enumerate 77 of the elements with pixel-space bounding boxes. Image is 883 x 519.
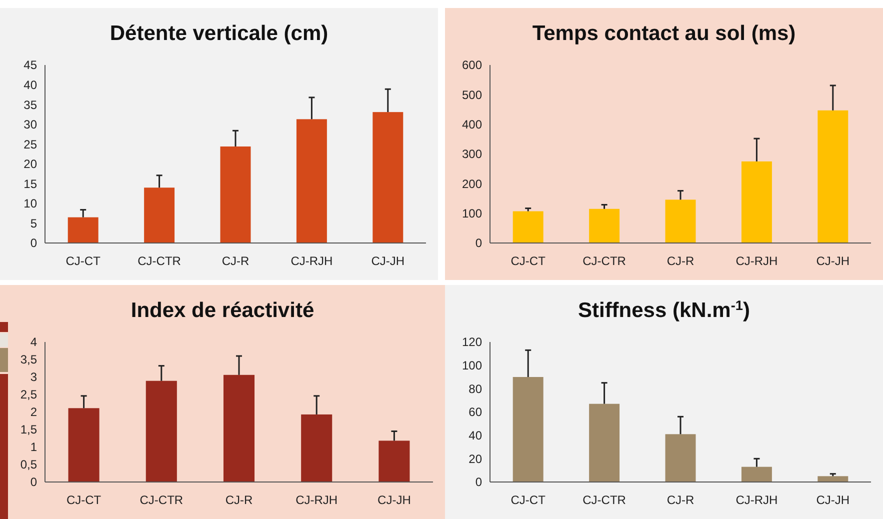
- y-tick-label: 35: [24, 98, 38, 112]
- bar: [301, 414, 332, 482]
- bar: [512, 211, 544, 243]
- y-tick-label: 5: [30, 216, 38, 230]
- y-tick-label: 3: [30, 370, 38, 384]
- x-tick-label: CJ-JH: [816, 254, 850, 268]
- chart-title: Détente verticale (cm): [110, 22, 328, 45]
- y-tick-label: 4: [30, 335, 38, 350]
- y-tick-label: 40: [24, 78, 38, 92]
- y-tick-label: 0: [475, 475, 482, 490]
- x-tick-label: CJ-RJH: [736, 254, 778, 268]
- x-tick-label: CJ-RJH: [736, 493, 778, 507]
- bar: [589, 208, 620, 243]
- x-tick-label: CJ-CT: [66, 254, 102, 268]
- y-tick-label: 20: [468, 452, 482, 466]
- y-tick-label: 0: [475, 236, 482, 250]
- y-tick-label: 500: [462, 88, 482, 102]
- bar: [223, 374, 255, 482]
- bar: [68, 408, 100, 482]
- y-tick-label: 200: [462, 176, 482, 191]
- x-tick-label: CJ-CT: [510, 254, 546, 268]
- x-tick-label: CJ-RJH: [290, 254, 333, 268]
- x-tick-label: CJ-CT: [510, 493, 546, 507]
- y-tick-label: 120: [462, 335, 482, 350]
- bar: [220, 146, 251, 243]
- y-tick-label: 600: [462, 58, 482, 72]
- bar: [741, 161, 772, 243]
- y-tick-label: 100: [462, 206, 482, 221]
- y-tick-label: 0: [30, 475, 38, 490]
- y-tick-label: 1,5: [20, 422, 38, 437]
- bar: [665, 434, 696, 482]
- chart-title: Temps contact au sol (ms): [532, 22, 796, 45]
- y-tick-label: 15: [24, 176, 38, 191]
- y-tick-label: 100: [462, 358, 482, 373]
- x-tick-label: CJ-CTR: [138, 254, 182, 268]
- bar: [818, 110, 848, 243]
- x-tick-label: CJ-JH: [371, 254, 405, 268]
- y-tick-label: 0,5: [20, 458, 38, 472]
- x-tick-label: CJ-CTR: [582, 254, 626, 268]
- y-tick-label: 0: [30, 236, 38, 250]
- y-tick-label: 45: [24, 58, 38, 72]
- y-tick-label: 2,5: [20, 388, 38, 402]
- y-tick-label: 30: [24, 118, 38, 132]
- bar: [589, 404, 620, 482]
- bar: [512, 377, 544, 482]
- bar: [372, 112, 404, 243]
- y-tick-label: 10: [24, 196, 38, 211]
- y-tick-label: 1: [30, 440, 38, 454]
- y-tick-label: 2: [30, 405, 38, 420]
- bar: [378, 440, 410, 482]
- bar: [68, 217, 98, 243]
- y-tick-label: 60: [468, 405, 482, 420]
- x-tick-label: CJ-CTR: [582, 493, 626, 507]
- y-tick-label: 40: [468, 428, 482, 443]
- x-tick-label: CJ-CTR: [140, 493, 184, 507]
- chart-title: Index de réactivité: [130, 299, 314, 322]
- x-tick-label: CJ-R: [222, 254, 250, 268]
- chart-title: Stiffness (kN.m$^{-1}$): [578, 298, 750, 322]
- x-tick-label: CJ-JH: [378, 493, 411, 507]
- x-tick-label: CJ-RJH: [296, 493, 338, 507]
- bar: [146, 380, 177, 482]
- x-tick-label: CJ-JH: [816, 493, 850, 507]
- y-tick-label: 400: [462, 118, 482, 132]
- y-tick-label: 80: [468, 382, 482, 396]
- bar: [818, 476, 848, 482]
- x-tick-label: CJ-R: [225, 493, 253, 507]
- y-tick-label: 20: [24, 157, 38, 172]
- x-tick-label: CJ-CT: [66, 493, 102, 507]
- y-tick-label: 3,5: [20, 352, 38, 367]
- bar: [741, 466, 772, 482]
- bar: [665, 200, 696, 243]
- bar: [296, 119, 327, 243]
- x-tick-label: CJ-R: [666, 254, 694, 268]
- bar: [144, 188, 175, 243]
- x-tick-label: CJ-R: [666, 493, 694, 507]
- y-tick-label: 300: [462, 147, 482, 162]
- y-tick-label: 25: [24, 137, 38, 152]
